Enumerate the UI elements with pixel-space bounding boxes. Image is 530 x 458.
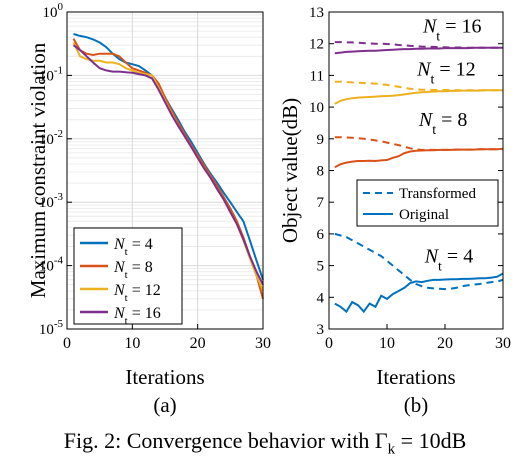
legend-label: Nt = 12: [113, 282, 161, 304]
legend-label: Nt = 16: [113, 305, 161, 327]
y-tick-label: 9: [317, 132, 325, 148]
x-axis-label: Iterations: [376, 365, 455, 389]
figure-caption: Fig. 2: Convergence behavior with Γk = 1…: [0, 428, 530, 458]
x-tick-label: 30: [255, 335, 271, 352]
transformed-series-line: [334, 136, 504, 151]
panel-a-chart: 10-5 10-4 10-3 10-2 10-1 100 0 10 20 30 Iterations…: [26, 1, 271, 417]
legend-box: [356, 179, 499, 227]
caption-text: Fig. 2: Convergence behavior with Γ: [63, 428, 388, 453]
original-series-line: [334, 147, 504, 169]
original-series-line: [334, 272, 504, 314]
y-tick-label: 10: [309, 100, 324, 116]
y-tick-label: 8: [317, 164, 325, 180]
y-tick-label: 4: [317, 290, 325, 306]
y-tick-label: 10-5: [39, 318, 64, 338]
y-tick-label: 6: [317, 227, 325, 243]
series-line-16: [72, 44, 264, 286]
y-axis-label: Maximum constraint violation: [26, 42, 50, 298]
x-axis-label: Iterations: [125, 365, 204, 389]
x-tick-label: 0: [325, 335, 333, 352]
y-tick-label: 3: [317, 322, 325, 338]
curve-annotation: Nt = 16: [422, 16, 482, 45]
y-tick-label: 13: [309, 5, 324, 21]
plot-frame: [66, 11, 264, 330]
transformed-series-line: [334, 232, 504, 291]
series-line-8: [72, 38, 264, 300]
x-tick-label: 20: [190, 335, 206, 352]
panel-b-chart: 3 4 5 6 7 8 9 10 11 12 13 0 10 20 30 Iterations Object v…: [278, 5, 511, 417]
y-axis-label: Object value(dB): [278, 98, 302, 243]
legend-label: Nt = 8: [113, 259, 153, 281]
caption-tail: = 10dB: [395, 428, 467, 453]
original-series-line: [334, 46, 503, 55]
y-tick-label: 10-1: [39, 64, 63, 84]
y-tick-label: 5: [317, 259, 325, 275]
panel-label: (a): [153, 393, 176, 417]
original-series-line: [334, 89, 503, 105]
y-tick-label: 10-3: [39, 191, 64, 211]
y-tick-label: 7: [317, 195, 325, 211]
curve-annotation: Nt = 12: [416, 58, 476, 87]
curve-annotation: Nt = 4: [424, 245, 474, 274]
y-tick-label: 11: [310, 68, 324, 84]
x-tick-label: 0: [63, 335, 71, 352]
legend-label: Original: [399, 207, 449, 223]
x-tick-label: 30: [495, 335, 511, 352]
transformed-series-line: [334, 41, 503, 49]
caption-subscript: k: [387, 441, 396, 458]
curve-annotation: Nt = 8: [418, 109, 468, 137]
y-tick-label: 12: [309, 37, 324, 53]
y-tick-label: 10-4: [39, 255, 64, 275]
y-tick-label: 100: [43, 1, 64, 21]
y-tick-label: 10-2: [39, 128, 63, 148]
transformed-series-line: [334, 80, 503, 92]
legend-label: Nt = 4: [113, 236, 153, 258]
x-tick-label: 20: [437, 335, 453, 352]
legend-label: Transformed: [399, 186, 476, 202]
panel-label: (b): [404, 393, 429, 417]
x-tick-label: 10: [379, 335, 395, 352]
x-tick-label: 10: [124, 335, 140, 352]
